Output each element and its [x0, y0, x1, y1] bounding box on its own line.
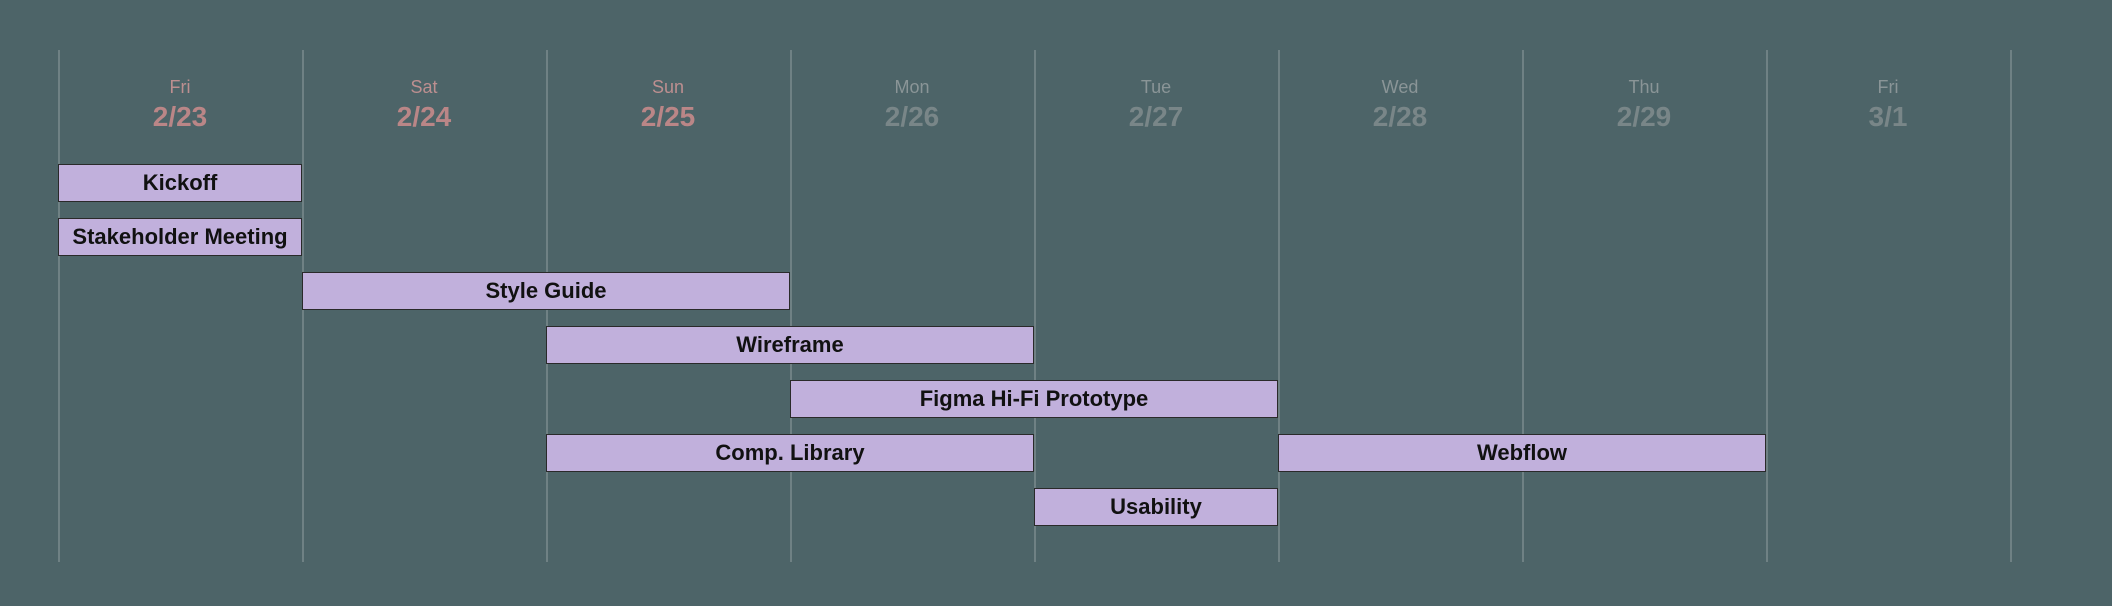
task-bar[interactable]: Usability: [1034, 488, 1278, 526]
column-header[interactable]: Fri2/23: [58, 0, 302, 133]
task-bar[interactable]: Comp. Library: [546, 434, 1034, 472]
task-bar[interactable]: Figma Hi-Fi Prototype: [790, 380, 1278, 418]
column-day-of-week: Tue: [1034, 78, 1278, 98]
column-date: 2/24: [302, 100, 546, 134]
column-day-of-week: Sat: [302, 78, 546, 98]
column-date: 2/26: [790, 100, 1034, 134]
column-header[interactable]: Thu2/29: [1522, 0, 1766, 133]
task-label: Stakeholder Meeting: [72, 224, 287, 250]
column-day-of-week: Mon: [790, 78, 1034, 98]
task-label: Webflow: [1477, 440, 1567, 466]
column-day-of-week: Thu: [1522, 78, 1766, 98]
task-label: Style Guide: [485, 278, 606, 304]
column-day-of-week: Sun: [546, 78, 790, 98]
column-header[interactable]: Wed2/28: [1278, 0, 1522, 133]
task-bar[interactable]: Kickoff: [58, 164, 302, 202]
column-date: 2/28: [1278, 100, 1522, 134]
column-date: 2/29: [1522, 100, 1766, 134]
column-day-of-week: Fri: [1766, 78, 2010, 98]
column-header[interactable]: Tue2/27: [1034, 0, 1278, 133]
task-bar[interactable]: Wireframe: [546, 326, 1034, 364]
task-label: Comp. Library: [715, 440, 864, 466]
column-header[interactable]: Fri3/1: [1766, 0, 2010, 133]
column-header[interactable]: Sun2/25: [546, 0, 790, 133]
column-header[interactable]: Mon2/26: [790, 0, 1034, 133]
task-bar[interactable]: Webflow: [1278, 434, 1766, 472]
task-bar[interactable]: Stakeholder Meeting: [58, 218, 302, 256]
task-label: Usability: [1110, 494, 1202, 520]
column-date: 3/1: [1766, 100, 2010, 134]
task-label: Wireframe: [736, 332, 843, 358]
gantt-timeline: Fri2/23Sat2/24Sun2/25Mon2/26Tue2/27Wed2/…: [0, 0, 2112, 606]
task-label: Kickoff: [143, 170, 218, 196]
column-header[interactable]: Sat2/24: [302, 0, 546, 133]
grid-line: [2010, 50, 2012, 562]
task-label: Figma Hi-Fi Prototype: [920, 386, 1149, 412]
column-date: 2/27: [1034, 100, 1278, 134]
column-day-of-week: Wed: [1278, 78, 1522, 98]
column-date: 2/23: [58, 100, 302, 134]
task-bar[interactable]: Style Guide: [302, 272, 790, 310]
column-day-of-week: Fri: [58, 78, 302, 98]
column-date: 2/25: [546, 100, 790, 134]
